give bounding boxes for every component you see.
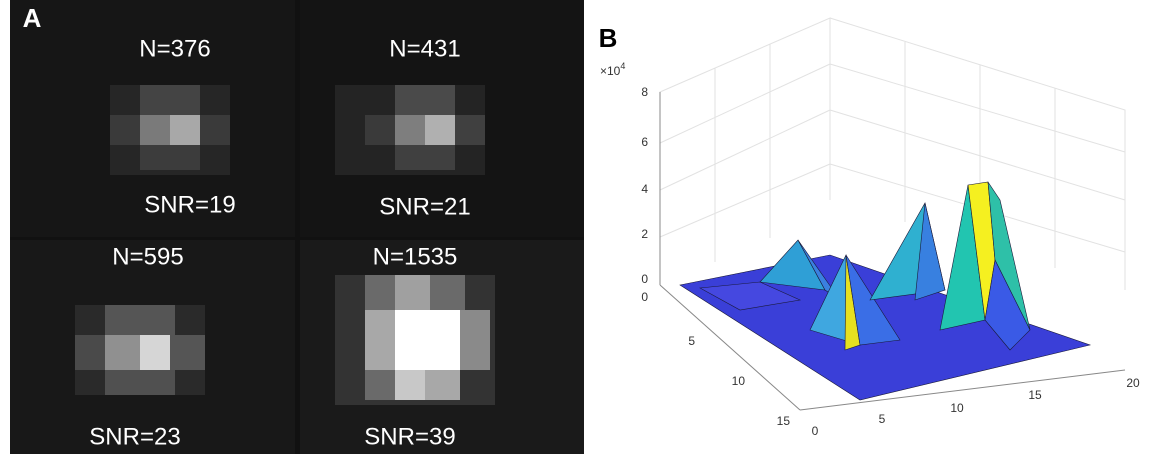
spot xyxy=(110,85,230,175)
panel-a: A N=376 SNR=19 N=431 SNR=21 N=595 SNR=23… xyxy=(10,0,584,454)
z-multiplier: ×104 xyxy=(600,61,625,78)
x-tick-label: 5 xyxy=(879,412,886,426)
count-label: N=376 xyxy=(139,35,210,62)
y-tick-label: 0 xyxy=(641,290,648,304)
x-tick-label: 10 xyxy=(950,401,964,415)
panel-b: B xyxy=(599,17,1140,438)
spot xyxy=(335,275,495,405)
y-tick-label: 5 xyxy=(688,334,695,348)
snr-label: SNR=23 xyxy=(89,423,180,450)
z-tick-label: 6 xyxy=(641,135,648,149)
count-label: N=595 xyxy=(112,243,183,270)
count-label: N=1535 xyxy=(373,243,458,270)
spot xyxy=(75,305,205,395)
x-tick-label: 15 xyxy=(1028,388,1042,402)
spot xyxy=(335,85,485,175)
z-tick-label: 4 xyxy=(641,182,648,196)
y-tick-label: 10 xyxy=(732,374,746,388)
x-tick-label: 20 xyxy=(1126,376,1140,390)
z-tick-label: 0 xyxy=(641,272,648,286)
count-label: N=431 xyxy=(389,35,460,62)
panel-label: B xyxy=(599,23,618,53)
snr-label: SNR=21 xyxy=(379,193,470,220)
axes-box xyxy=(659,17,1126,411)
x-tick-label: 0 xyxy=(812,424,819,438)
surface xyxy=(679,181,1092,401)
snr-label: SNR=39 xyxy=(364,423,455,450)
z-tick-label: 2 xyxy=(641,227,648,241)
snr-label: SNR=19 xyxy=(144,191,235,218)
y-tick-label: 15 xyxy=(777,414,791,428)
z-tick-label: 8 xyxy=(641,85,648,99)
panel-label: A xyxy=(23,3,42,33)
